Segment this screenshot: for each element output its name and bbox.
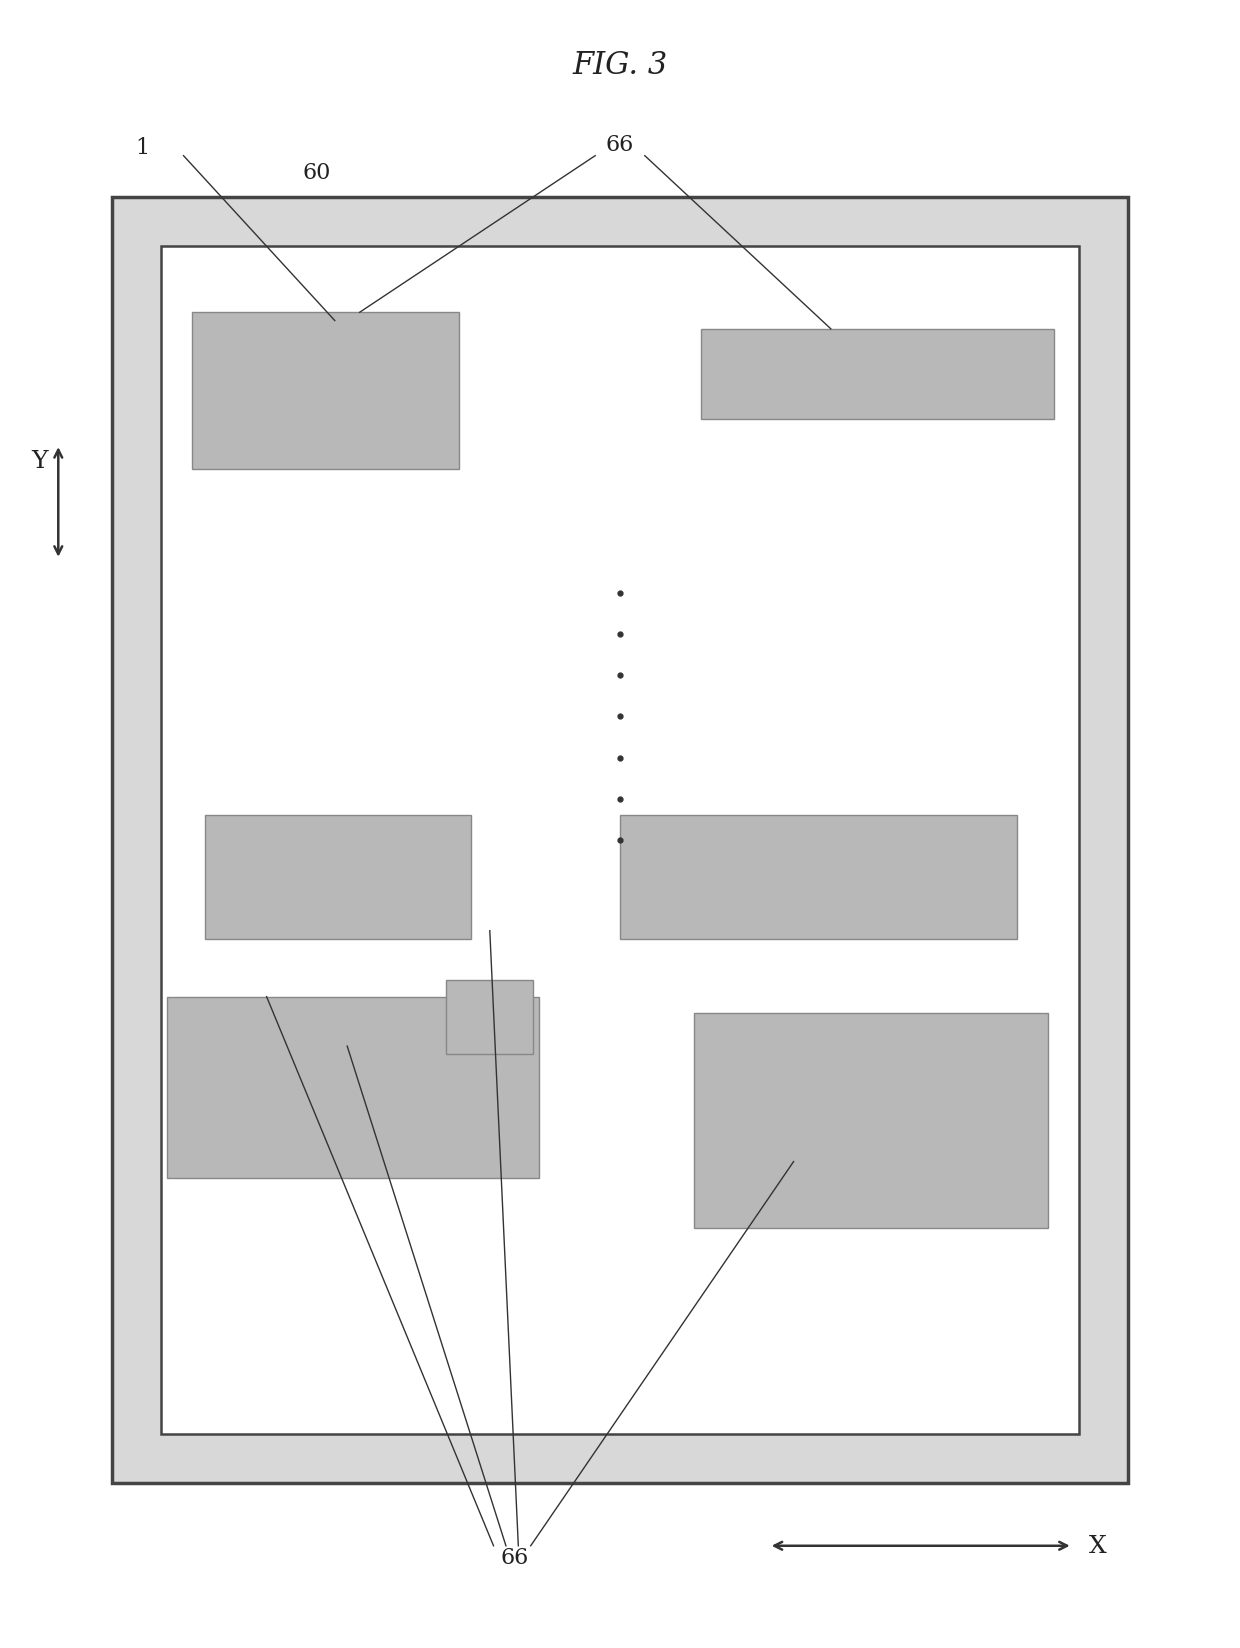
Text: 66: 66 [501, 1546, 528, 1569]
Text: X: X [1089, 1534, 1106, 1557]
Bar [167, 997, 539, 1178]
Bar [620, 816, 1017, 939]
Text: 66: 66 [606, 133, 634, 157]
Text: 1: 1 [135, 137, 150, 160]
Bar [161, 247, 1079, 1434]
Bar [192, 313, 459, 470]
Bar [694, 1014, 1048, 1228]
Bar [701, 330, 1054, 420]
Text: Y: Y [31, 450, 48, 473]
Bar [112, 198, 1128, 1483]
Text: 60: 60 [303, 162, 330, 185]
Bar [446, 981, 533, 1055]
Bar [205, 816, 471, 939]
Text: FIG. 3: FIG. 3 [573, 51, 667, 81]
